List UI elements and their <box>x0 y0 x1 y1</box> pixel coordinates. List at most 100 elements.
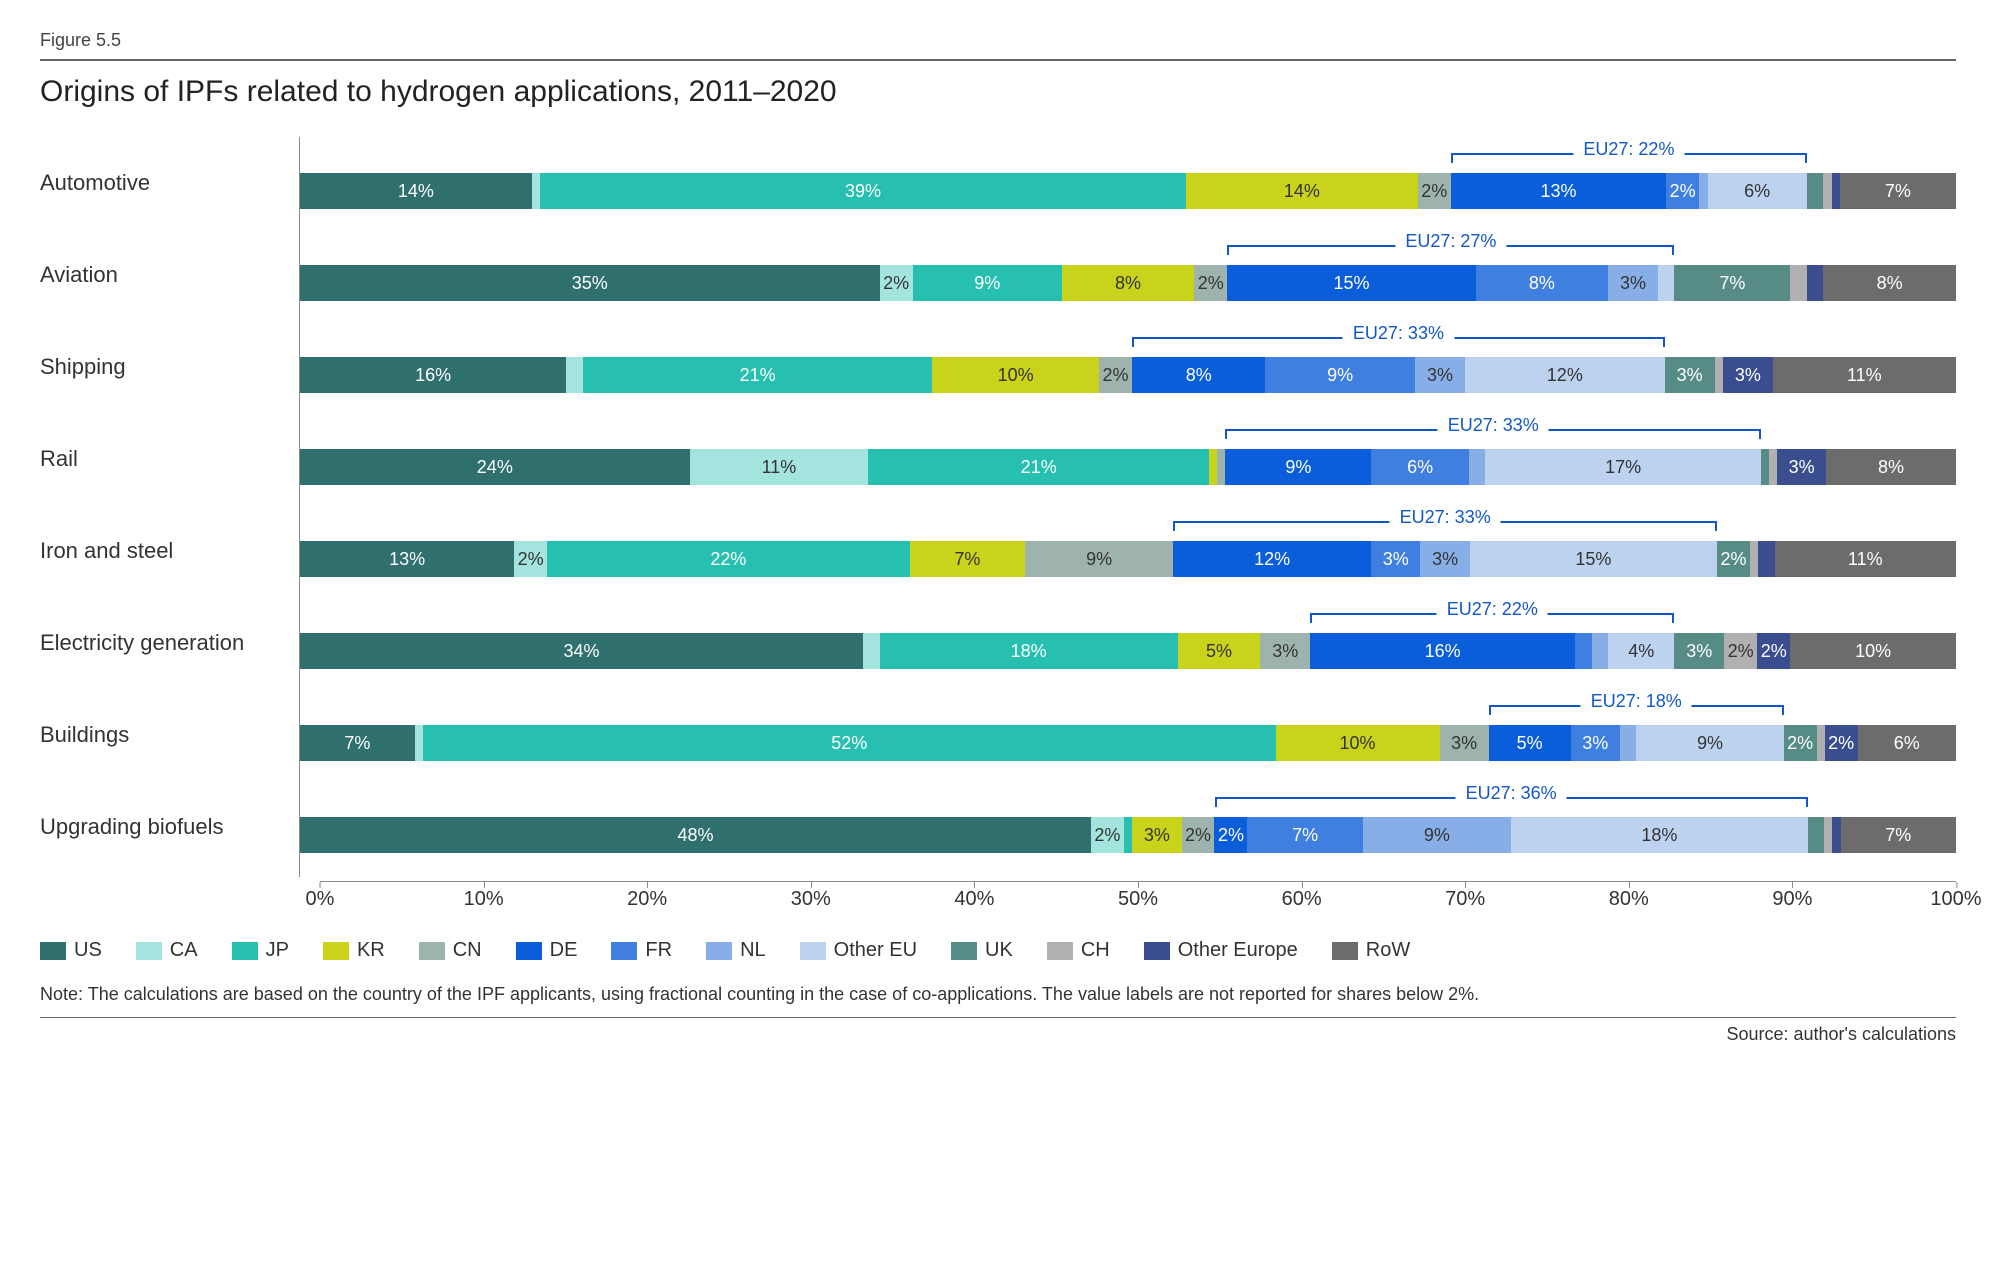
eu27-bracket: EU27: 22% <box>1310 603 1674 623</box>
bar-segment: 15% <box>1227 265 1475 301</box>
bar-segment: 3% <box>1723 357 1773 393</box>
category-label: Upgrading biofuels <box>40 781 279 873</box>
bar-segment: 52% <box>423 725 1276 761</box>
bar-segment: 35% <box>300 265 880 301</box>
stacked-bar: 14%39%14%2%13%2%6%7% <box>300 173 1956 209</box>
bar-segment: 3% <box>1420 541 1469 577</box>
legend-label: DE <box>550 939 578 962</box>
bar-segment: 2% <box>1724 633 1757 669</box>
bar-segment: 21% <box>868 449 1209 485</box>
legend-swatch <box>40 942 66 960</box>
legend-swatch <box>611 942 637 960</box>
bar-segment: 3% <box>1415 357 1465 393</box>
chart-note: Note: The calculations are based on the … <box>40 984 1956 1015</box>
category-label: Electricity generation <box>40 597 279 689</box>
legend-item: Other EU <box>800 939 917 962</box>
bar-segment: 11% <box>1775 541 1956 577</box>
eu27-bracket: EU27: 27% <box>1227 235 1674 255</box>
legend-item: JP <box>232 939 289 962</box>
bar-segment <box>1790 265 1807 301</box>
stacked-bar: 13%2%22%7%9%12%3%3%15%2%11% <box>300 541 1956 577</box>
x-tick: 20% <box>627 888 667 911</box>
bar-segment: 2% <box>1825 725 1858 761</box>
bar-segment: 2% <box>1757 633 1790 669</box>
stacked-bar: 34%18%5%3%16%4%3%2%2%10% <box>300 633 1956 669</box>
x-tick: 30% <box>791 888 831 911</box>
legend-label: UK <box>985 939 1013 962</box>
eu27-label: EU27: 33% <box>1343 323 1454 344</box>
legend-swatch <box>800 942 826 960</box>
x-tick: 100% <box>1930 888 1981 911</box>
legend-swatch <box>706 942 732 960</box>
bar-segment: 13% <box>300 541 514 577</box>
bar-segment: 18% <box>1511 817 1808 853</box>
bar-segment <box>1658 265 1675 301</box>
bar-row: EU27: 33%16%21%10%2%8%9%3%12%3%3%11% <box>300 325 1956 417</box>
x-tick: 90% <box>1772 888 1812 911</box>
bar-segment: 2% <box>1418 173 1451 209</box>
bar-segment: 10% <box>1276 725 1440 761</box>
x-tick: 50% <box>1118 888 1158 911</box>
bar-segment <box>863 633 880 669</box>
bar-segment: 7% <box>1674 265 1790 301</box>
legend-label: Other EU <box>834 939 917 962</box>
bar-segment <box>1824 817 1832 853</box>
legend-swatch <box>136 942 162 960</box>
legend-item: KR <box>323 939 385 962</box>
legend-swatch <box>516 942 542 960</box>
bar-row: EU27: 33%24%11%21%9%6%17%3%8% <box>300 417 1956 509</box>
legend-label: CH <box>1081 939 1110 962</box>
bar-segment: 2% <box>1194 265 1227 301</box>
x-tick: 80% <box>1609 888 1649 911</box>
bar-segment: 3% <box>1440 725 1489 761</box>
bar-segment: 6% <box>1858 725 1956 761</box>
bar-segment <box>1769 449 1777 485</box>
bar-row: EU27: 18%7%52%10%3%5%3%9%2%2%6% <box>300 693 1956 785</box>
bar-segment: 6% <box>1371 449 1468 485</box>
eu27-label: EU27: 18% <box>1581 691 1692 712</box>
bar-segment: 9% <box>1265 357 1415 393</box>
bar-segment: 11% <box>1773 357 1956 393</box>
legend-label: JP <box>266 939 289 962</box>
legend-label: CN <box>453 939 482 962</box>
bar-segment: 48% <box>300 817 1091 853</box>
bar-segment: 8% <box>1823 265 1955 301</box>
bar-segment: 21% <box>583 357 933 393</box>
legend-label: FR <box>645 939 672 962</box>
legend-item: CA <box>136 939 198 962</box>
bar-segment: 3% <box>1132 817 1181 853</box>
eu27-label: EU27: 27% <box>1395 231 1506 252</box>
bar-segment <box>415 725 423 761</box>
bar-segment: 8% <box>1476 265 1608 301</box>
bar-segment: 2% <box>514 541 547 577</box>
eu27-label: EU27: 22% <box>1573 139 1684 160</box>
bar-segment: 34% <box>300 633 863 669</box>
bar-segment <box>1750 541 1758 577</box>
category-label: Buildings <box>40 689 279 781</box>
bar-segment: 2% <box>880 265 913 301</box>
category-label: Iron and steel <box>40 505 279 597</box>
x-tick: 0% <box>306 888 335 911</box>
bar-segment <box>1620 725 1636 761</box>
bar-segment: 2% <box>1214 817 1247 853</box>
bar-segment: 8% <box>1132 357 1265 393</box>
bar-segment <box>566 357 583 393</box>
legend-swatch <box>1047 942 1073 960</box>
bar-segment: 2% <box>1182 817 1215 853</box>
legend-swatch <box>951 942 977 960</box>
bar-segment: 8% <box>1062 265 1194 301</box>
bar-segment: 2% <box>1099 357 1132 393</box>
bar-segment <box>1807 173 1824 209</box>
bar-segment: 10% <box>932 357 1098 393</box>
bar-segment <box>1832 817 1840 853</box>
legend-swatch <box>1144 942 1170 960</box>
bar-segment: 3% <box>1371 541 1420 577</box>
bar-segment: 24% <box>300 449 690 485</box>
bar-segment: 2% <box>1091 817 1124 853</box>
bar-segment <box>1823 173 1831 209</box>
bar-segment: 8% <box>1826 449 1956 485</box>
bar-segment: 9% <box>1363 817 1511 853</box>
bar-segment: 16% <box>300 357 566 393</box>
bar-segment: 3% <box>1777 449 1826 485</box>
stacked-bar-chart: AutomotiveAviationShippingRailIron and s… <box>40 137 1956 877</box>
